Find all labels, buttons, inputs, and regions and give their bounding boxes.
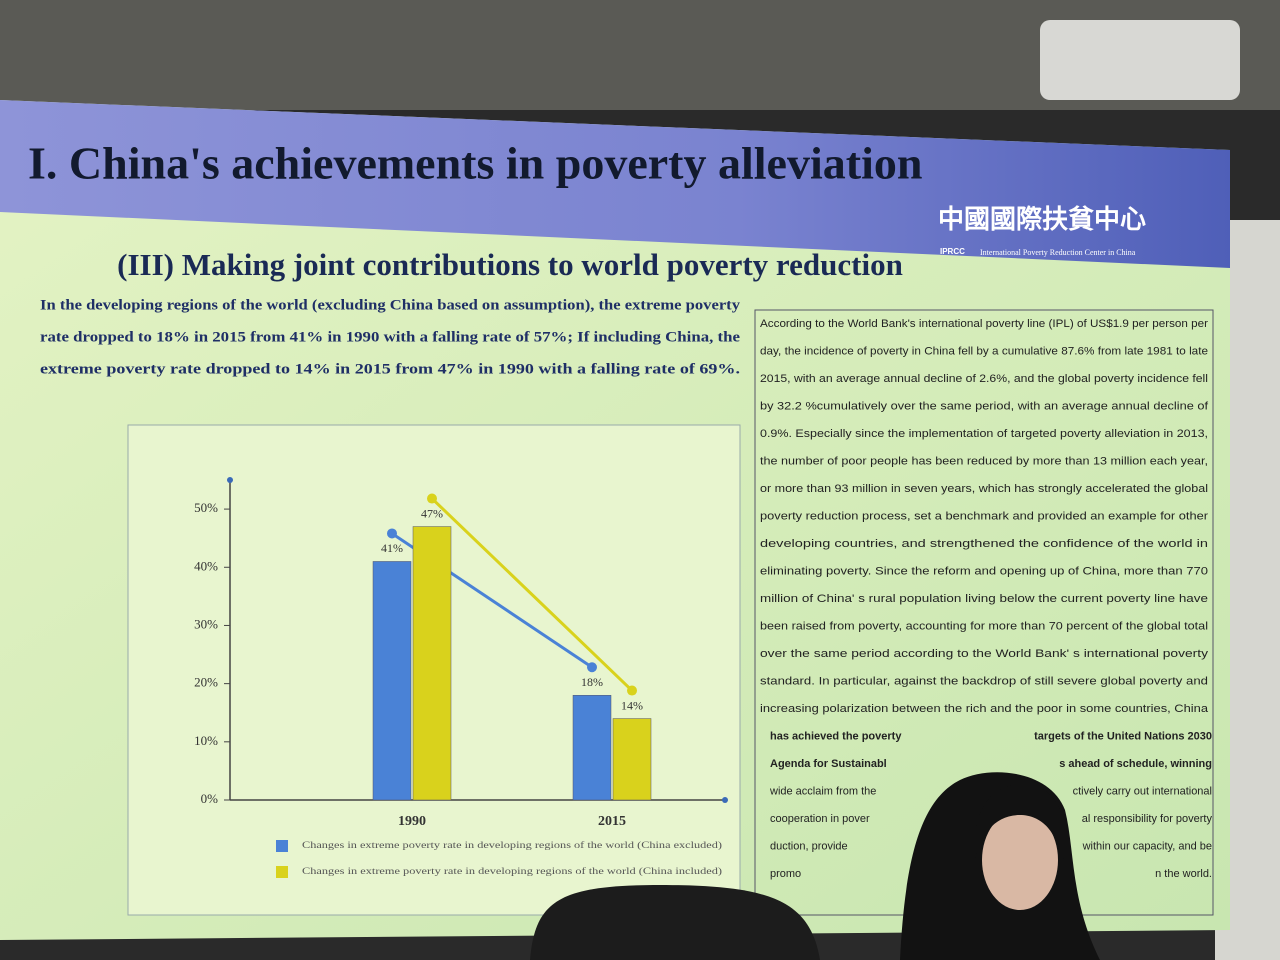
intro-line: extreme poverty rate dropped to 14% in 2… bbox=[40, 361, 740, 377]
presenter-hair bbox=[974, 784, 1065, 870]
text-box-line: the number of poor people has been reduc… bbox=[760, 455, 1208, 467]
logo-english: International Poverty Reduction Center i… bbox=[980, 248, 1136, 257]
value-label: 18% bbox=[581, 675, 603, 689]
y-tick-label: 0% bbox=[201, 791, 219, 806]
value-label: 47% bbox=[421, 506, 443, 520]
text-box-line: or more than 93 million in seven years, … bbox=[760, 483, 1208, 495]
text-box-line: 0.9%. Especially since the implementatio… bbox=[760, 428, 1208, 440]
legend-swatch bbox=[276, 840, 288, 852]
text-box-line: by 32.2 %cumulatively over the same peri… bbox=[760, 400, 1209, 412]
text-box-line: promo bbox=[770, 868, 801, 880]
projector bbox=[1040, 20, 1240, 100]
text-box-line: Agenda for Sustainabl bbox=[770, 758, 887, 770]
text-box-line: within our capacity, and be bbox=[1082, 840, 1212, 852]
trend-line bbox=[430, 497, 634, 692]
trend-dot bbox=[387, 528, 397, 539]
legend-swatch bbox=[276, 866, 288, 878]
bar bbox=[572, 695, 612, 801]
text-box-line: developing countries, and strengthened t… bbox=[760, 538, 1208, 550]
trend-dot bbox=[587, 662, 597, 673]
y-tick-label: 10% bbox=[194, 733, 218, 748]
intro-line: rate dropped to 18% in 2015 from 41% in … bbox=[40, 329, 741, 345]
logo-abbr: IPRCC bbox=[940, 247, 965, 256]
text-box-line: has achieved the poverty bbox=[770, 730, 902, 742]
x-tick-label: 1990 bbox=[398, 814, 426, 829]
x-tick-label: 2015 bbox=[598, 814, 626, 829]
y-tick-label: 20% bbox=[194, 675, 218, 690]
text-box-line: wide acclaim from the bbox=[769, 785, 876, 797]
slide-subtitle: (III) Making joint contributions to worl… bbox=[117, 247, 903, 282]
text-box-line: day, the incidence of poverty in China f… bbox=[760, 345, 1208, 357]
axis-end bbox=[227, 477, 233, 483]
content: In the developing regions of the world (… bbox=[40, 297, 1212, 880]
text-box-line: ctively carry out international bbox=[1073, 785, 1212, 797]
bar bbox=[412, 526, 452, 801]
axis-end bbox=[722, 797, 728, 803]
y-tick-label: 30% bbox=[194, 616, 218, 631]
text-box-line: cooperation in pover bbox=[770, 813, 870, 825]
text-box-line: increasing polarization between the rich… bbox=[760, 703, 1209, 715]
text-box-line: poverty reduction process, set a benchma… bbox=[760, 510, 1208, 522]
y-tick-label: 50% bbox=[194, 500, 218, 515]
text-box-line: targets of the United Nations 2030 bbox=[1034, 730, 1212, 742]
text-box-line: eliminating poverty. Since the reform an… bbox=[760, 565, 1208, 577]
slide-title: I. China's achievements in poverty allev… bbox=[28, 138, 922, 189]
value-label: 14% bbox=[621, 698, 643, 712]
text-box-line: n the world. bbox=[1155, 868, 1212, 880]
bar bbox=[612, 718, 652, 801]
text-box-line: According to the World Bank's internatio… bbox=[760, 318, 1208, 330]
text-box-line: million of China' s rural population liv… bbox=[760, 593, 1208, 605]
text-box-line: al responsibility for poverty bbox=[1082, 813, 1213, 825]
chair bbox=[530, 885, 820, 960]
trend-dot bbox=[427, 493, 437, 504]
text-box-line: 2015, with an average annual decline of … bbox=[760, 373, 1208, 385]
text-box-line: standard. In particular, against the bac… bbox=[760, 675, 1208, 687]
logo-chinese: 中國國際扶貧中心 bbox=[938, 205, 1146, 234]
bar bbox=[372, 561, 412, 801]
text-box-line: s ahead of schedule, winning bbox=[1059, 758, 1212, 770]
text-box-line: duction, provide bbox=[770, 840, 848, 852]
legend-label: Changes in extreme poverty rate in devel… bbox=[302, 840, 722, 850]
y-tick-label: 40% bbox=[194, 558, 218, 573]
text-box-line: over the same period according to the Wo… bbox=[760, 648, 1209, 660]
slide-header bbox=[0, 100, 1230, 268]
presenter-face bbox=[982, 810, 1058, 910]
intro-line: In the developing regions of the world (… bbox=[40, 297, 741, 313]
text-box-line: been raised from poverty, accounting for… bbox=[760, 620, 1208, 632]
legend-label: Changes in extreme poverty rate in devel… bbox=[302, 866, 722, 876]
value-label: 41% bbox=[381, 541, 403, 555]
trend-dot bbox=[627, 685, 637, 696]
